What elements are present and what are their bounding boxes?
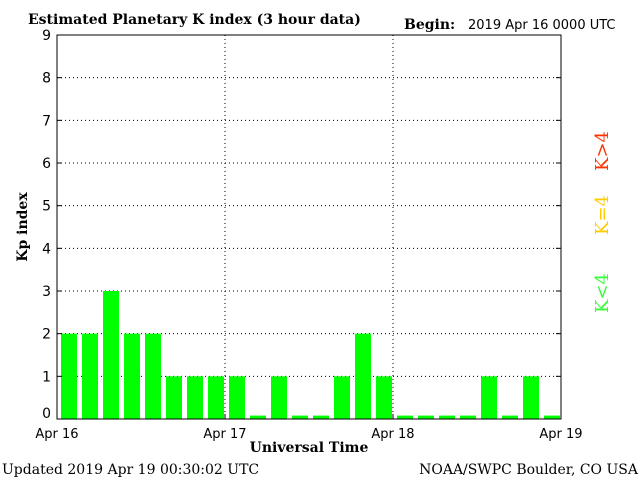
y-tick-label: 5 bbox=[42, 199, 51, 215]
kp-bar bbox=[166, 376, 182, 419]
begin-value: 2019 Apr 16 0000 UTC bbox=[468, 18, 616, 33]
x-tick-label: Apr 18 bbox=[371, 427, 414, 442]
y-axis-label: Kp index bbox=[15, 192, 31, 262]
x-tick-label: Apr 17 bbox=[203, 427, 246, 442]
kp-bar bbox=[523, 376, 539, 419]
kp-bar bbox=[145, 333, 161, 419]
kp-bar bbox=[292, 415, 308, 419]
kp-bar bbox=[103, 291, 119, 419]
kp-bar bbox=[271, 376, 287, 419]
x-axis-label: Universal Time bbox=[250, 440, 369, 456]
kp-bar bbox=[124, 333, 140, 419]
chart-title: Estimated Planetary K index (3 hour data… bbox=[28, 12, 361, 28]
kp-bar bbox=[397, 415, 413, 419]
y-tick-label: 0 bbox=[42, 406, 51, 422]
kp-bar bbox=[439, 415, 455, 419]
kp-bar bbox=[460, 415, 476, 419]
y-tick-label: 4 bbox=[42, 241, 51, 257]
kp-bar bbox=[544, 415, 560, 419]
y-tick-label: 3 bbox=[42, 284, 51, 300]
kp-bar bbox=[229, 376, 245, 419]
x-tick-label: Apr 19 bbox=[539, 427, 582, 442]
kp-bar bbox=[82, 333, 98, 419]
begin-label: Begin: bbox=[404, 17, 455, 33]
updated-timestamp: Updated 2019 Apr 19 00:30:02 UTC bbox=[2, 462, 259, 478]
kp-bar bbox=[61, 333, 77, 419]
kp-bar bbox=[313, 415, 329, 419]
kp-bar bbox=[481, 376, 497, 419]
y-tick-label: 8 bbox=[42, 71, 51, 87]
kp-bar bbox=[250, 415, 266, 419]
legend-k-equal-4: K=4 bbox=[592, 195, 613, 235]
y-tick-label: 2 bbox=[42, 327, 51, 343]
legend-k-greater-4: K>4 bbox=[592, 131, 613, 171]
legend-k-less-4: K<4 bbox=[592, 273, 613, 313]
kp-bar bbox=[334, 376, 350, 419]
kp-bar bbox=[355, 333, 371, 419]
kp-bar bbox=[187, 376, 203, 419]
y-tick-label: 1 bbox=[42, 369, 51, 385]
plot-area: 0 1 2 3 4 5 6 7 8 9 Apr 16 Apr 17 Apr 18 Apr 19 bbox=[35, 28, 582, 442]
kp-bar bbox=[376, 376, 392, 419]
plot-frame bbox=[56, 34, 562, 420]
x-tick-label: Apr 16 bbox=[35, 427, 78, 442]
credit-text: NOAA/SWPC Boulder, CO USA bbox=[419, 462, 639, 478]
y-tick-label: 9 bbox=[42, 28, 51, 44]
kp-bar bbox=[502, 415, 518, 419]
y-tick-label: 6 bbox=[42, 156, 51, 172]
kp-bar bbox=[418, 415, 434, 419]
y-tick-label: 7 bbox=[42, 113, 51, 129]
kp-bar bbox=[208, 376, 224, 419]
